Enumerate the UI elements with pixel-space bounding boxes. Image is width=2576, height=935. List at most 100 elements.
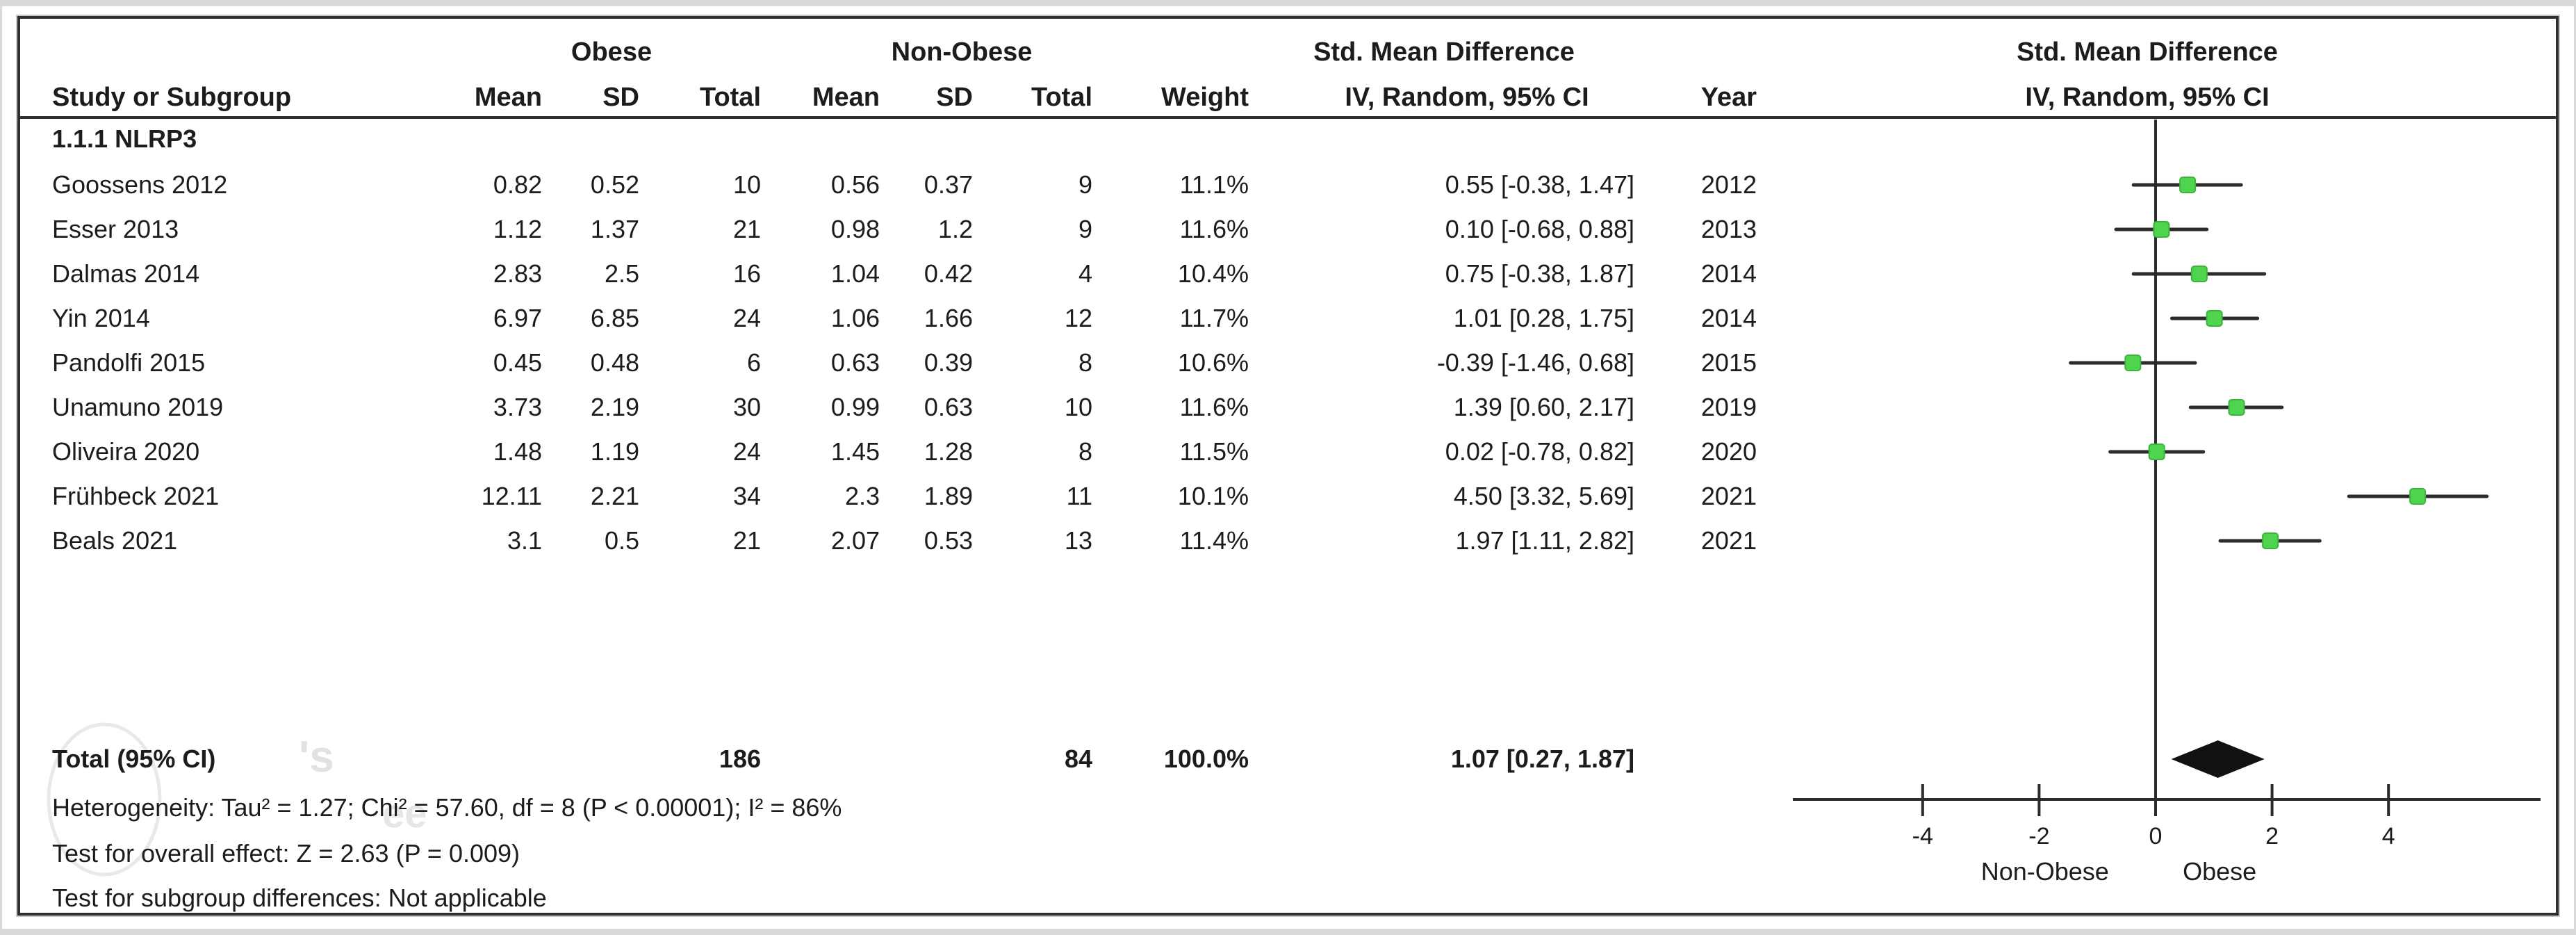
cell-study-name: Dalmas 2014 — [52, 259, 200, 288]
cell-year: 2020 — [1700, 437, 1757, 466]
cell-nonobese-sd: 0.42 — [924, 259, 973, 288]
watermark-circle — [47, 722, 162, 877]
cell-study-name: Yin 2014 — [52, 304, 150, 332]
cell-weight: 10.4% — [1177, 259, 1249, 288]
overall-effect-test: Test for overall effect: Z = 2.63 (P = 0… — [52, 839, 520, 868]
cell-smd-ci: 0.02 [-0.78, 0.82] — [1445, 437, 1634, 466]
cell-obese-sd: 0.52 — [590, 170, 639, 199]
summary-diamond — [2171, 740, 2265, 778]
cell-study-name: Frühbeck 2021 — [52, 482, 220, 510]
cell-weight: 10.1% — [1177, 482, 1249, 510]
cell-obese-total: 24 — [732, 437, 761, 466]
cell-obese-total: 30 — [732, 393, 761, 421]
cell-weight: 11.5% — [1179, 437, 1249, 466]
screen-edge-right — [2574, 0, 2576, 935]
cell-obese-sd: 0.5 — [604, 526, 639, 555]
cell-smd-ci: 1.97 [1.11, 2.82] — [1455, 526, 1634, 555]
cell-year: 2021 — [1700, 482, 1757, 510]
cell-obese-sd: 0.48 — [590, 348, 639, 377]
cell-nonobese-total: 13 — [1064, 526, 1092, 555]
col-group-smd-plot: Std. Mean Difference — [2017, 38, 2278, 67]
cell-obese-total: 34 — [732, 482, 761, 510]
axis-tick-label: -4 — [1912, 823, 1933, 849]
cell-obese-mean: 0.45 — [493, 348, 542, 377]
effect-marker — [2206, 310, 2223, 327]
col-header-weight: Weight — [1161, 83, 1249, 112]
cell-obese-mean: 1.48 — [493, 437, 542, 466]
cell-obese-mean: 2.83 — [493, 259, 542, 288]
col-header-year: Year — [1700, 83, 1757, 112]
cell-nonobese-total: 4 — [1078, 259, 1092, 288]
cell-nonobese-mean: 0.63 — [830, 348, 880, 377]
watermark-text: ee — [382, 791, 427, 836]
total-label: Total (95% CI) — [52, 745, 216, 773]
axis-tick-label: -2 — [2028, 823, 2049, 849]
cell-obese-total: 10 — [732, 170, 761, 199]
cell-obese-total: 21 — [732, 526, 761, 555]
cell-obese-sd: 2.5 — [604, 259, 639, 288]
cell-smd-ci: 0.10 [-0.68, 0.88] — [1445, 215, 1634, 243]
cell-nonobese-total: 10 — [1064, 393, 1092, 421]
col-header-study: Study or Subgroup — [52, 83, 292, 112]
axis-tick-label: 2 — [2265, 823, 2279, 849]
col-header-nonobese-total: Total — [1031, 83, 1092, 112]
cell-obese-mean: 0.82 — [493, 170, 542, 199]
effect-marker — [2148, 444, 2165, 460]
col-header-obese-mean: Mean — [474, 83, 542, 112]
cell-study-name: Oliveira 2020 — [52, 437, 200, 466]
col-header-iv-ci: IV, Random, 95% CI — [1345, 83, 1589, 112]
cell-year: 2021 — [1700, 526, 1757, 555]
cell-study-name: Unamuno 2019 — [52, 393, 224, 421]
effect-marker — [2262, 532, 2279, 549]
col-header-nonobese-mean: Mean — [812, 83, 880, 112]
cell-year: 2014 — [1700, 304, 1757, 332]
cell-year: 2014 — [1700, 259, 1757, 288]
subgroup-difference-test: Test for subgroup differences: Not appli… — [52, 884, 547, 912]
cell-nonobese-mean: 2.3 — [844, 482, 880, 510]
total-weight: 100.0% — [1163, 745, 1249, 773]
axis-tick-label: 4 — [2382, 823, 2395, 849]
total-obese-n: 186 — [719, 745, 761, 773]
cell-nonobese-mean: 1.04 — [830, 259, 880, 288]
cell-smd-ci: 0.75 [-0.38, 1.87] — [1445, 259, 1634, 288]
cell-nonobese-mean: 1.45 — [830, 437, 880, 466]
cell-obese-total: 21 — [732, 215, 761, 243]
cell-year: 2019 — [1700, 393, 1757, 421]
axis-caption-left: Non-Obese — [1981, 857, 2109, 886]
cell-year: 2012 — [1700, 170, 1757, 199]
axis-caption-right: Obese — [2183, 857, 2256, 886]
cell-obese-total: 6 — [746, 348, 761, 377]
col-header-nonobese-sd: SD — [936, 83, 973, 112]
cell-obese-total: 16 — [732, 259, 761, 288]
cell-nonobese-sd: 1.89 — [924, 482, 973, 510]
screen-edge-top — [0, 0, 2576, 6]
screen-edge-left — [0, 0, 2, 935]
cell-smd-ci: 4.50 [3.32, 5.69] — [1453, 482, 1634, 510]
cell-nonobese-sd: 1.28 — [924, 437, 973, 466]
total-ci: 1.07 [0.27, 1.87] — [1450, 745, 1634, 773]
axis-tick-label: 0 — [2149, 823, 2163, 849]
cell-nonobese-total: 9 — [1078, 170, 1092, 199]
subgroup-label: 1.1.1 NLRP3 — [52, 124, 197, 153]
watermark-text: 's — [299, 731, 334, 781]
effect-marker — [2409, 488, 2427, 505]
cell-year: 2015 — [1700, 348, 1757, 377]
cell-obese-sd: 1.37 — [590, 215, 639, 243]
cell-nonobese-mean: 0.56 — [830, 170, 880, 199]
header-separator — [17, 116, 2559, 119]
cell-smd-ci: 1.01 [0.28, 1.75] — [1453, 304, 1634, 332]
cell-nonobese-sd: 0.53 — [924, 526, 973, 555]
cell-weight: 11.1% — [1179, 170, 1249, 199]
cell-nonobese-total: 8 — [1078, 437, 1092, 466]
cell-nonobese-total: 12 — [1064, 304, 1092, 332]
cell-nonobese-sd: 0.37 — [924, 170, 973, 199]
cell-weight: 11.7% — [1179, 304, 1249, 332]
cell-nonobese-sd: 0.39 — [924, 348, 973, 377]
cell-obese-sd: 6.85 — [590, 304, 639, 332]
screen-edge-bottom — [0, 929, 2576, 935]
cell-obese-sd: 1.19 — [590, 437, 639, 466]
col-header-obese-sd: SD — [602, 83, 639, 112]
cell-nonobese-sd: 1.66 — [924, 304, 973, 332]
